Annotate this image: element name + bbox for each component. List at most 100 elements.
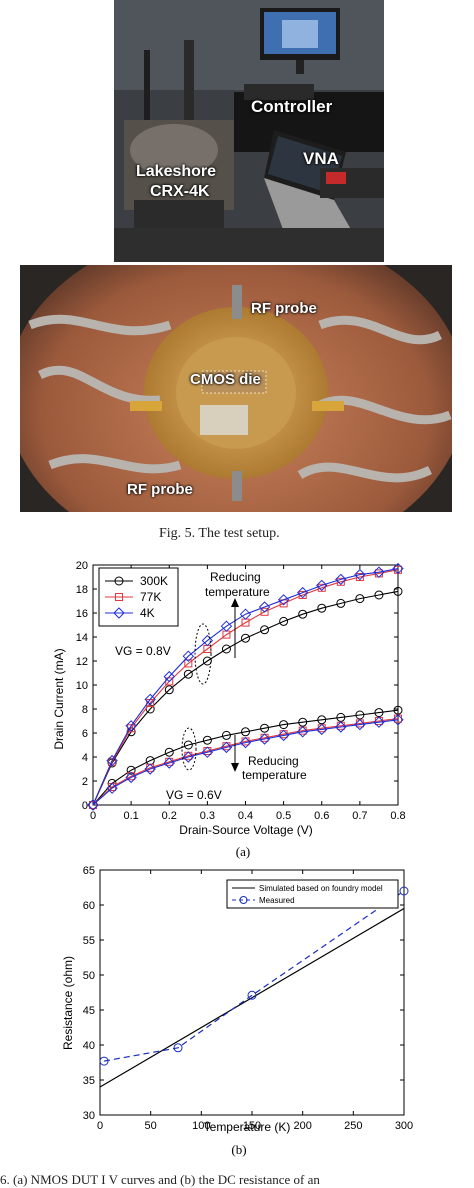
iv-line-4K-VG=0.8V bbox=[92, 568, 399, 806]
fig5-caption: Fig. 5. The test setup. bbox=[159, 526, 280, 541]
iv-x-tick-label: 0.5 bbox=[276, 810, 291, 822]
crx-4k-label: CRX-4K bbox=[150, 183, 210, 200]
iv-point-4K bbox=[373, 566, 385, 578]
reducing-top-2: temperature bbox=[205, 585, 270, 599]
iv-line-300K-VG=0.6V bbox=[92, 709, 399, 806]
res-y-tick-label: 35 bbox=[83, 1075, 95, 1087]
iv-point-300K bbox=[221, 730, 231, 740]
iv-y-tick-label: 10 bbox=[76, 680, 88, 692]
iv-line-4K-VG=0.6V bbox=[92, 719, 399, 806]
res-y-tick-label: 65 bbox=[83, 865, 95, 877]
iv-x-tick-label: 0.2 bbox=[162, 810, 177, 822]
cmos-die-label: CMOS die bbox=[190, 371, 261, 388]
iv-y-tick-label: 20 bbox=[76, 560, 88, 572]
iv-point-77K bbox=[336, 577, 345, 586]
iv-y-tick-label: 16 bbox=[76, 608, 88, 620]
res-y-tick-label: 40 bbox=[83, 1040, 95, 1052]
iv-point-4K bbox=[182, 650, 195, 662]
iv-point-4K bbox=[296, 726, 309, 738]
measured-point bbox=[399, 886, 409, 896]
simulated-line bbox=[99, 907, 405, 1088]
iv-point-4K bbox=[239, 608, 252, 620]
iv-point-4K bbox=[239, 736, 252, 749]
iv-x-tick-label: 0.6 bbox=[314, 810, 329, 822]
iv-point-4K bbox=[335, 721, 347, 733]
iv-point-300K bbox=[374, 590, 384, 600]
iv-point-4K bbox=[277, 729, 290, 742]
iv-x-tick-label: 0.8 bbox=[390, 810, 405, 822]
iv-point-4K bbox=[392, 714, 404, 726]
measured-point bbox=[99, 1056, 109, 1066]
iv-point-300K bbox=[260, 723, 270, 733]
iv-point-77K bbox=[317, 583, 326, 592]
res-x-tick-label: 150 bbox=[243, 1120, 261, 1132]
iv-x-tick-label: 0.3 bbox=[200, 810, 215, 822]
legend-77k: 77K bbox=[140, 590, 161, 604]
vg08-ellipse bbox=[194, 623, 212, 685]
iv-point-300K bbox=[202, 656, 212, 666]
iv-x-tick-label: 0.7 bbox=[352, 810, 367, 822]
iv-point-4K bbox=[392, 562, 404, 575]
iv-point-4K bbox=[182, 751, 195, 763]
res-x-tick-label: 250 bbox=[344, 1120, 362, 1132]
iv-point-4K bbox=[144, 763, 156, 775]
iv-point-4K bbox=[125, 720, 137, 732]
iv-point-300K bbox=[393, 586, 403, 596]
iv-y-tick-label: 2 bbox=[82, 776, 88, 788]
iv-point-300K bbox=[164, 685, 174, 695]
iv-point-4K bbox=[125, 771, 137, 784]
iv-point-300K bbox=[355, 594, 365, 604]
iv-point-4K bbox=[354, 718, 366, 731]
iv-plot-area: 0 0.1 0.2 0.3 0.4 0.5 0.6 0.7 0.8 0 2 4 6 8 10 12 14 16 18… bbox=[76, 560, 406, 822]
iv-point-4K bbox=[258, 601, 271, 613]
vna-label: VNA bbox=[303, 149, 339, 168]
vg06-ellipse bbox=[181, 727, 197, 771]
iv-point-4K bbox=[258, 733, 271, 745]
iv-point-4K bbox=[201, 634, 214, 647]
res-x-tick-label: 0 bbox=[97, 1120, 103, 1132]
iv-point-300K bbox=[126, 765, 136, 775]
iv-y-tick-label: 4 bbox=[82, 752, 88, 764]
res-y-tick-label: 55 bbox=[83, 935, 95, 947]
iv-x-tick-label: 0.4 bbox=[238, 810, 253, 822]
iv-point-4K bbox=[354, 568, 366, 581]
iv-point-300K bbox=[279, 616, 289, 626]
iv-x-tick-label: 0.1 bbox=[123, 810, 138, 822]
iv-point-4K bbox=[296, 586, 309, 599]
iv-point-300K bbox=[241, 633, 250, 643]
reducing-bot-1: Reducing bbox=[248, 754, 299, 768]
iv-point-4K bbox=[163, 757, 175, 769]
res-y-tick-label: 45 bbox=[83, 1005, 95, 1017]
arrow-up-head bbox=[231, 598, 239, 607]
iv-point-77K bbox=[89, 801, 97, 809]
iv-y-tick-label: 6 bbox=[82, 728, 88, 740]
legend-measured: Measured bbox=[259, 896, 295, 905]
probe-station-photo: RF probe CMOS die RF probe bbox=[20, 265, 452, 512]
iv-point-4K bbox=[144, 693, 156, 706]
res-panel-label: (b) bbox=[231, 1142, 246, 1157]
iv-point-300K bbox=[221, 644, 231, 654]
iv-y-axis-label: Drain Current (mA) bbox=[52, 648, 66, 749]
res-y-tick-label: 60 bbox=[83, 900, 95, 912]
iv-point-4K bbox=[220, 741, 233, 754]
iv-point-4K bbox=[316, 723, 328, 736]
reducing-bot-2: temperature bbox=[242, 768, 307, 782]
lakeshore-label: Lakeshore bbox=[136, 163, 217, 180]
measured-line bbox=[103, 890, 405, 1062]
legend-simulated: Simulated based on foundry model bbox=[259, 884, 383, 893]
iv-y-tick-label: 12 bbox=[76, 656, 88, 668]
res-x-tick-label: 100 bbox=[192, 1120, 210, 1132]
res-x-tick-label: 300 bbox=[395, 1120, 413, 1132]
iv-point-77K bbox=[184, 659, 193, 668]
iv-x-tick-label: 0 bbox=[90, 810, 96, 822]
iv-point-4K bbox=[106, 782, 118, 794]
controller-label: Controller bbox=[251, 97, 333, 116]
reducing-top-1: Reducing bbox=[210, 570, 261, 584]
iv-point-4K bbox=[316, 579, 328, 592]
iv-point-4K bbox=[106, 754, 118, 767]
iv-legend: 300K 77K 4K bbox=[98, 567, 179, 627]
iv-point-77K bbox=[298, 591, 307, 599]
iv-point-77K bbox=[260, 607, 269, 616]
res-y-tick-label: 50 bbox=[83, 970, 95, 982]
iv-point-4K bbox=[335, 573, 347, 586]
